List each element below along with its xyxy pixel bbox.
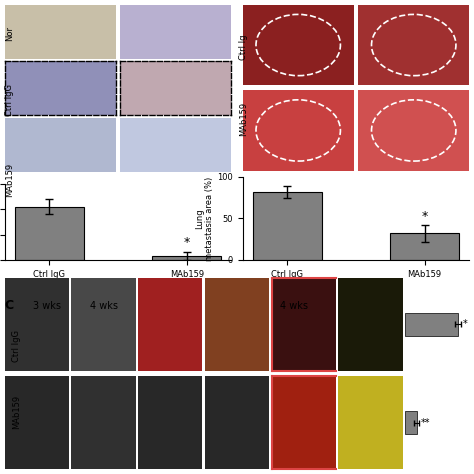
Text: Ctrl Ig: Ctrl Ig: [239, 35, 248, 60]
Bar: [390, 233, 459, 260]
Bar: [152, 256, 221, 260]
Text: 3 wks: 3 wks: [33, 301, 62, 311]
Text: *: *: [463, 319, 467, 329]
Text: 4 wks: 4 wks: [280, 301, 308, 311]
Bar: [253, 192, 322, 260]
Text: *: *: [421, 210, 428, 223]
Bar: [15, 207, 84, 260]
Text: MAb159: MAb159: [5, 163, 14, 197]
Text: MAb159: MAb159: [12, 395, 21, 429]
Bar: [405, 411, 417, 434]
Y-axis label: Lung
metastasis area (%): Lung metastasis area (%): [195, 176, 214, 261]
Text: Nor: Nor: [5, 26, 14, 41]
Text: *: *: [183, 236, 190, 248]
Text: **: **: [421, 418, 431, 428]
Text: C: C: [5, 299, 14, 311]
Bar: [405, 313, 458, 336]
Text: MAb159: MAb159: [239, 101, 248, 136]
Text: Ctrl IgG: Ctrl IgG: [5, 83, 14, 116]
Text: Ctrl IgG: Ctrl IgG: [12, 330, 21, 362]
Text: 4 wks: 4 wks: [90, 301, 118, 311]
